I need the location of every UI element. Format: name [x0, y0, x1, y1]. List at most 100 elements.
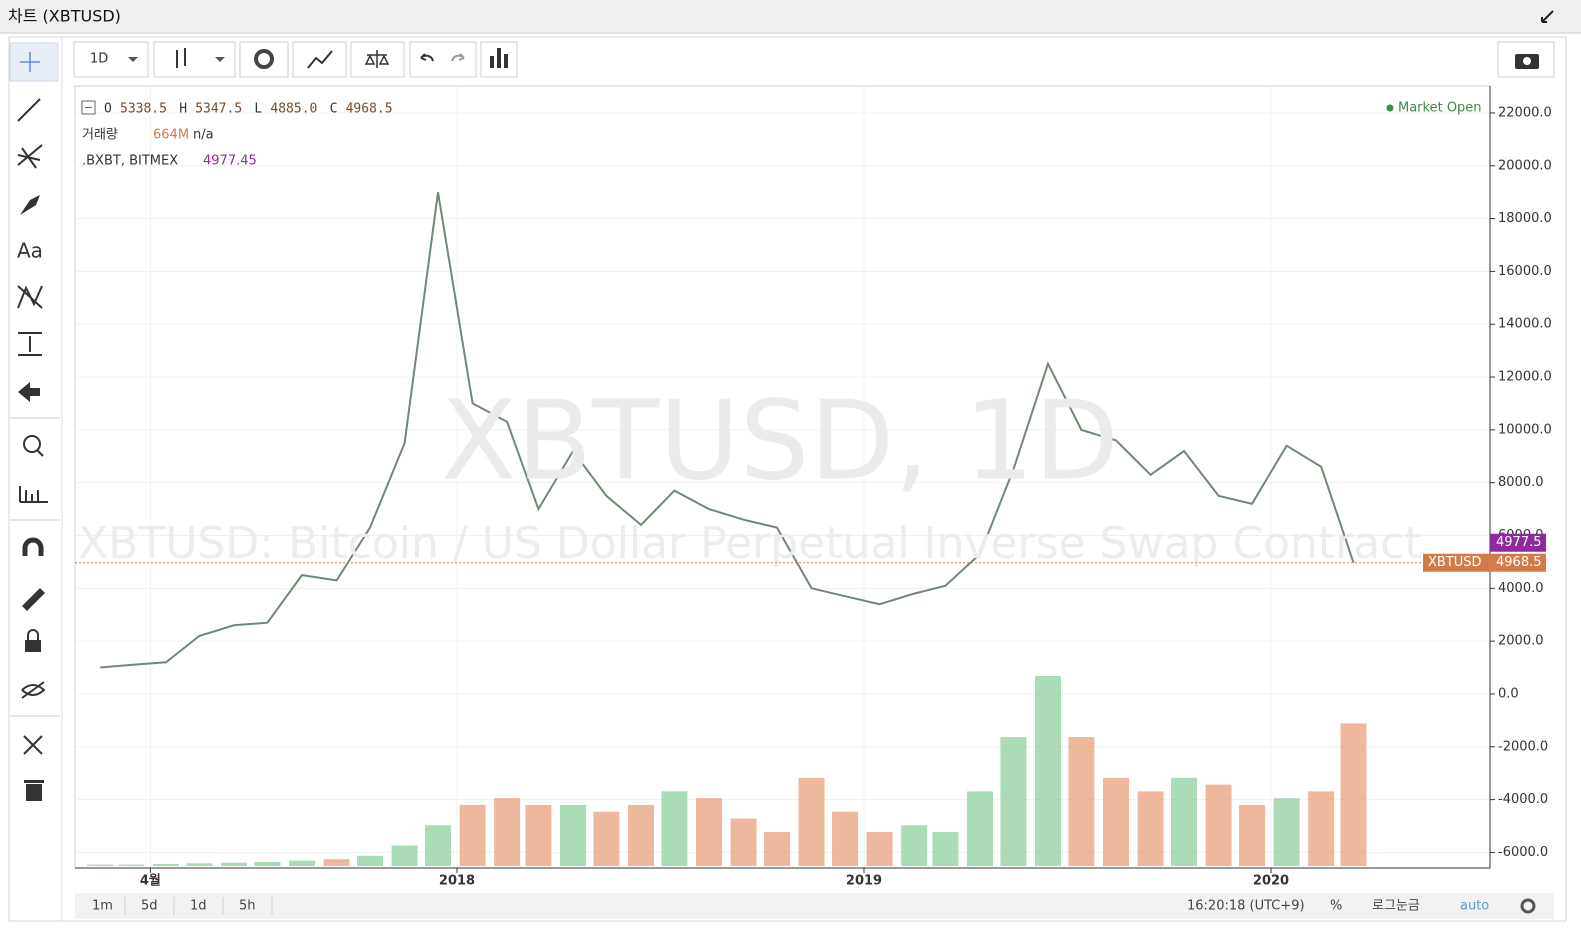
- candle-icon: [176, 48, 186, 68]
- range-button[interactable]: 5d: [141, 899, 158, 914]
- volume-bar: [1308, 791, 1335, 866]
- settings-tool[interactable]: [23, 735, 43, 755]
- volume-bar: [1034, 676, 1061, 866]
- camera-lens: [1523, 57, 1531, 65]
- volume-bar: [1239, 804, 1266, 866]
- volume-bar: [966, 791, 993, 866]
- bottom-settings[interactable]: [1520, 898, 1536, 914]
- volume-bar: [1273, 798, 1300, 866]
- ohlc-legend: O 5338.5 H 5347.5 L 4885.0 C 4968.5: [104, 102, 393, 117]
- range-button[interactable]: 1m: [92, 899, 113, 914]
- status-dot: [1386, 104, 1394, 112]
- last-price-label: 4968.5: [1496, 555, 1542, 570]
- ohlc-value: 5347.5: [195, 102, 242, 117]
- price-line: [100, 192, 1355, 669]
- index-legend-label: .BXBT, BITMEX: [82, 154, 178, 169]
- volume-bar: [730, 818, 757, 866]
- volume-bar: [118, 864, 145, 866]
- chart-area: [74, 85, 1491, 869]
- y-tick-label: 2000.0: [1498, 634, 1544, 649]
- symbol-tag: [1423, 553, 1490, 572]
- volume-bar: [87, 864, 114, 866]
- y-tick-label: 8000.0: [1498, 475, 1544, 490]
- y-tick-label: 4000.0: [1498, 581, 1544, 596]
- volume-bar: [254, 861, 281, 866]
- collapse-button[interactable]: [1541, 10, 1554, 23]
- window-title: 차트 (XBTUSD): [8, 7, 121, 26]
- y-tick-label: 22000.0: [1498, 105, 1552, 120]
- brush-tool[interactable]: [20, 195, 40, 215]
- ruler-tool[interactable]: [19, 486, 48, 503]
- volume-bar: [1103, 777, 1130, 866]
- zoom-tool[interactable]: [23, 435, 41, 453]
- y-tick-label: 16000.0: [1498, 264, 1552, 279]
- lock-shackle: [27, 629, 39, 640]
- fib-tool[interactable]: [17, 144, 43, 169]
- range-button[interactable]: 5h: [239, 899, 256, 914]
- scale-icon: [364, 50, 390, 68]
- x-tick-label: 2019: [846, 874, 882, 889]
- hide-tool[interactable]: [21, 681, 46, 699]
- clock: 16:20:18 (UTC+9): [1187, 899, 1305, 914]
- range-button[interactable]: 1d: [190, 899, 207, 914]
- lock-tool[interactable]: [25, 640, 41, 652]
- volume-bar: [559, 804, 586, 866]
- log-toggle[interactable]: 로그눈금: [1372, 899, 1420, 914]
- volume-bar: [357, 855, 384, 866]
- percent-toggle[interactable]: %: [1330, 899, 1342, 914]
- crosshair-icon: [20, 52, 40, 72]
- volume-bar: [323, 859, 350, 866]
- top-toolbar: 1D: [73, 41, 1555, 78]
- volume-bar: [1171, 777, 1198, 866]
- auto-toggle[interactable]: auto: [1460, 899, 1489, 914]
- text-tool[interactable]: Aa: [17, 239, 43, 263]
- x-tick-label: 2018: [439, 874, 475, 889]
- volume-button[interactable]: [480, 41, 518, 78]
- indicator-icon: [307, 50, 333, 69]
- volume-bar: [425, 825, 452, 866]
- volume-bar: [1068, 737, 1095, 866]
- stay-drawing-tool[interactable]: [22, 588, 45, 611]
- index-price-tag: [1490, 533, 1546, 552]
- index-price-label: 4977.5: [1496, 535, 1542, 550]
- y-tick-label: 10000.0: [1498, 422, 1552, 437]
- range-buttons: 1m 5d 1d 5h: [92, 897, 273, 915]
- volume-bar: [494, 798, 521, 866]
- ohlc-key: H: [179, 102, 187, 117]
- delete-lid: [24, 780, 44, 783]
- magnet-tool[interactable]: [22, 537, 44, 556]
- measure-tool[interactable]: [18, 332, 42, 356]
- y-tick-label: -2000.0: [1498, 739, 1548, 754]
- volume-bar: [220, 862, 247, 866]
- volume-bar: [1205, 784, 1232, 866]
- y-tick-label: -6000.0: [1498, 845, 1548, 860]
- ohlc-key: C: [330, 102, 338, 117]
- y-tick-label: 12000.0: [1498, 370, 1552, 385]
- title-bar: [0, 0, 1581, 33]
- dropdown-arrow: [215, 57, 225, 62]
- delete-tool[interactable]: [26, 784, 42, 801]
- settings-button[interactable]: [239, 41, 289, 78]
- pattern-tool[interactable]: [17, 285, 43, 309]
- volume-bar: [696, 798, 723, 866]
- indicators-button[interactable]: [292, 41, 347, 78]
- volume-bar: [627, 804, 654, 866]
- line-tool[interactable]: [17, 98, 41, 122]
- dropdown-arrow: [128, 57, 138, 62]
- watermark-symbol: XBTUSD, 1D: [441, 376, 1119, 504]
- interval-button[interactable]: [73, 41, 149, 78]
- x-tick-label: 2020: [1253, 874, 1289, 889]
- volume-bar: [391, 845, 418, 866]
- chart-type-button[interactable]: [153, 41, 236, 78]
- volume-bar: [764, 832, 791, 866]
- back-tool[interactable]: [18, 382, 40, 402]
- gear-icon: [254, 49, 274, 69]
- undo-redo-button[interactable]: [409, 41, 477, 78]
- ohlc-value: 5338.5: [120, 102, 167, 117]
- left-toolbar: Aa: [9, 37, 63, 921]
- bottom-bar: [75, 893, 1554, 919]
- volume-bar: [901, 825, 928, 866]
- volume-legend-label: 거래량: [82, 128, 118, 143]
